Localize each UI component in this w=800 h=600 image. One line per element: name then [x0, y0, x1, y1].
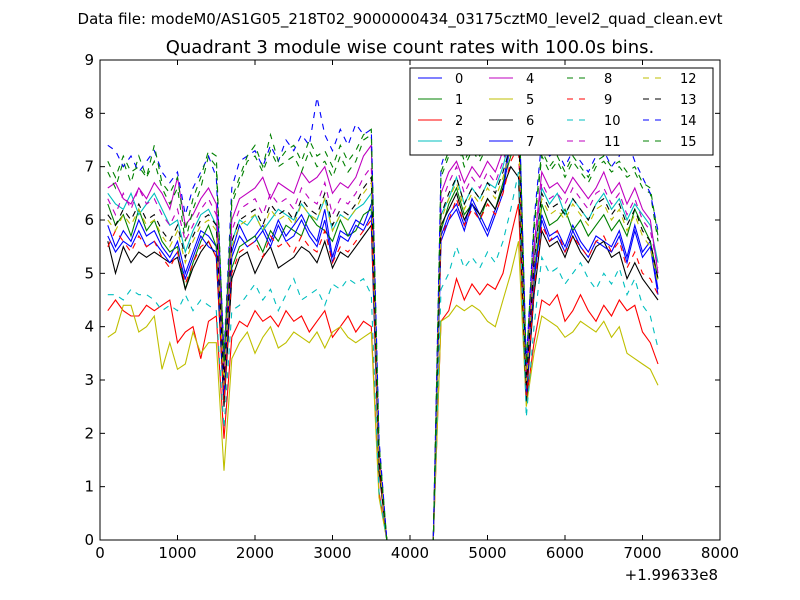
- legend-label-14: 14: [680, 114, 697, 129]
- series-layer: [107, 81, 659, 541]
- legend-box: [409, 67, 714, 156]
- x-tick-label: 8000: [701, 544, 739, 562]
- legend-label-10: 10: [604, 114, 621, 129]
- legend-label-9: 9: [604, 93, 612, 108]
- x-tick-label: 6000: [546, 544, 584, 562]
- legend-label-11: 11: [604, 135, 621, 150]
- legend-label-6: 6: [526, 114, 534, 129]
- legend-label-1: 1: [455, 93, 463, 108]
- x-tick-label: 0: [95, 544, 105, 562]
- y-tick-label: 8: [84, 104, 94, 122]
- legend-label-0: 0: [455, 72, 463, 87]
- tick-layer: 0 1000 2000 3000 4000 5000 6000 7000 80000123456…: [84, 51, 739, 562]
- legend-label-7: 7: [526, 135, 534, 150]
- legend-label-15: 15: [680, 135, 697, 150]
- chart-title: Quadrant 3 module wise count rates with …: [166, 37, 655, 58]
- y-tick-label: 2: [84, 424, 94, 442]
- y-tick-label: 5: [84, 264, 94, 282]
- y-tick-label: 6: [84, 211, 94, 229]
- series-line-12: [107, 129, 659, 541]
- y-tick-label: 1: [84, 478, 94, 496]
- figure-suptitle: Data file: modeM0/AS1G05_218T02_90000004…: [78, 10, 723, 29]
- x-tick-label: 5000: [468, 544, 506, 562]
- series-line-13: [107, 123, 659, 541]
- y-tick-label: 4: [84, 318, 94, 336]
- legend-label-12: 12: [680, 72, 697, 87]
- legend-label-4: 4: [526, 72, 534, 87]
- legend-label-13: 13: [680, 93, 697, 108]
- legend-label-8: 8: [604, 72, 612, 87]
- legend-label-2: 2: [455, 114, 463, 129]
- x-tick-label: 4000: [391, 544, 429, 562]
- series-line-8: [107, 91, 659, 541]
- x-offset-label: +1.99633e8: [625, 566, 718, 584]
- y-tick-label: 7: [84, 158, 94, 176]
- x-tick-label: 7000: [623, 544, 661, 562]
- legend-label-5: 5: [526, 93, 534, 108]
- y-tick-label: 0: [84, 531, 94, 549]
- series-line-14: [107, 85, 659, 541]
- x-tick-label: 2000: [236, 544, 274, 562]
- y-tick-label: 9: [84, 51, 94, 69]
- series-line-5: [107, 241, 659, 541]
- series-line-15: [107, 86, 659, 541]
- series-line-10: [107, 171, 659, 541]
- x-tick-label: 3000: [313, 544, 351, 562]
- x-tick-label: 1000: [158, 544, 196, 562]
- legend-label-3: 3: [455, 135, 463, 150]
- y-tick-label: 3: [84, 371, 94, 389]
